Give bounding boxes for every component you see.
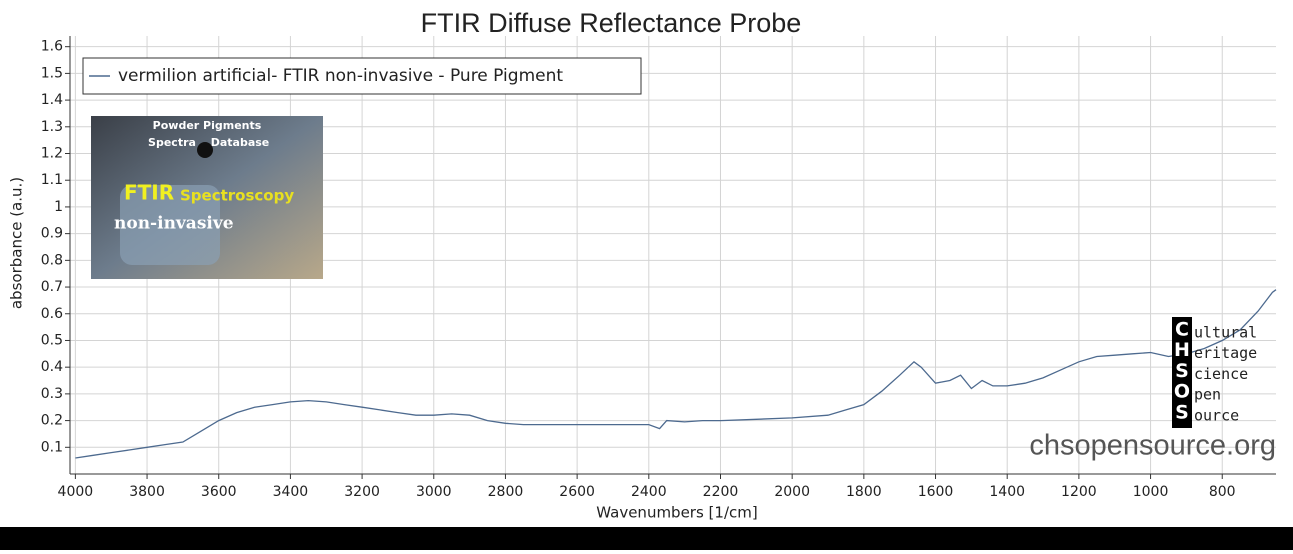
y-axis-label: absorbance (a.u.)	[8, 177, 26, 309]
device-knob	[197, 142, 213, 158]
x-tick-label: 3800	[129, 484, 165, 500]
logo-word: eritage	[1194, 344, 1257, 362]
x-tick-label: 4000	[58, 484, 94, 500]
image-text: Spectroscopy	[180, 187, 294, 205]
watermark: chsopensource.org	[1029, 430, 1276, 462]
x-tick-label: 2600	[559, 484, 595, 500]
x-tick-label: 3400	[273, 484, 309, 500]
x-tick-label: 2000	[774, 484, 810, 500]
y-tick-label: 1.5	[41, 65, 63, 81]
y-tick-label: 1.2	[41, 146, 63, 162]
y-tick-label: 1.3	[41, 119, 63, 135]
y-tick-label: 0.2	[41, 413, 63, 429]
logo-letter: O	[1174, 381, 1190, 403]
logo-letter: C	[1175, 319, 1189, 341]
y-tick-label: 1.1	[41, 172, 63, 188]
y-tick-label: 0.8	[41, 252, 63, 268]
x-tick-label: 3200	[344, 484, 380, 500]
x-tick-label: 1600	[918, 484, 954, 500]
logo-word: ultural	[1194, 324, 1257, 342]
y-tick-label: 0.9	[41, 226, 63, 242]
legend-box	[82, 57, 642, 95]
logo-letter: H	[1174, 339, 1190, 361]
x-tick-label: 3600	[201, 484, 237, 500]
logo-word: cience	[1194, 365, 1248, 383]
y-tick-label: 0.3	[41, 386, 63, 402]
logo-block	[1172, 317, 1192, 428]
x-tick-label: 800	[1209, 484, 1236, 500]
y-tick-label: 0.4	[41, 359, 63, 375]
y-tick-label: 0.1	[41, 439, 63, 455]
y-tick-label: 1	[54, 199, 63, 215]
legend: vermilion artificial- FTIR non-invasive …	[82, 57, 642, 95]
inset-image: Powder Pigments Spectra Database FTIR Sp…	[91, 116, 323, 279]
x-tick-label: 1400	[989, 484, 1025, 500]
x-tick-label: 2400	[631, 484, 667, 500]
x-axis-label: Wavenumbers [1/cm]	[596, 504, 757, 522]
plot	[75, 289, 1277, 459]
data-line	[75, 289, 1277, 459]
legend-entry: vermilion artificial- FTIR non-invasive …	[118, 66, 563, 86]
image-text: Database	[211, 136, 270, 149]
image-text: non-invasive	[114, 214, 234, 234]
x-tick-label: 2800	[488, 484, 524, 500]
image-text: Powder Pigments	[153, 119, 262, 132]
y-tick-label: 0.5	[41, 332, 63, 348]
x-tick-label: 1800	[846, 484, 882, 500]
logo-letter: S	[1175, 360, 1189, 382]
y-tick-label: 1.6	[41, 39, 63, 55]
grid: 0.1 0.2 0.3 0.4 0.5 0.6 0.7 0.8 0.9 1 1.1 1.2 1.3 1.4…	[41, 36, 1276, 500]
chart-title: FTIR Diffuse Reflectance Probe	[421, 8, 802, 38]
logo-word: pen	[1194, 386, 1221, 404]
image-text: Spectra	[148, 136, 196, 149]
image-text: FTIR	[124, 181, 174, 205]
logo-word: ource	[1194, 406, 1239, 424]
y-tick-label: 1.4	[41, 92, 63, 108]
y-tick-label: 0.6	[41, 306, 63, 322]
x-tick-label: 1200	[1061, 484, 1097, 500]
x-tick-label: 2200	[703, 484, 739, 500]
bottom-bar	[0, 527, 1293, 550]
logo-letter: S	[1175, 401, 1189, 423]
device-shape	[120, 185, 220, 265]
y-tick-label: 0.7	[41, 279, 63, 295]
x-tick-label: 3000	[416, 484, 452, 500]
x-tick-label: 1000	[1133, 484, 1169, 500]
